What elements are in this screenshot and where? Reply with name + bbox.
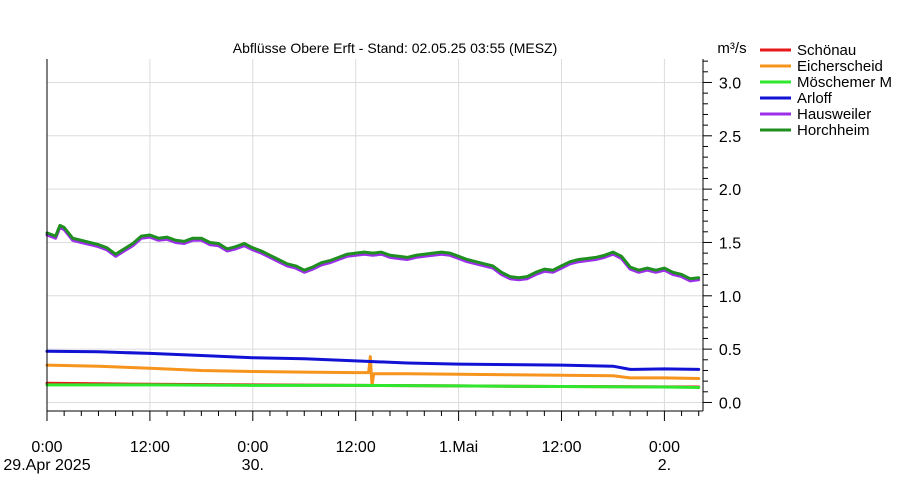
x-tick-label: 0:00 [31, 439, 62, 456]
x-tick-label: 12:00 [336, 439, 376, 456]
series-lines [45, 223, 701, 389]
series-line-m-schemer-m [45, 383, 701, 389]
y-tick-label: 1.5 [719, 235, 741, 252]
x-tick-sublabel: 29.Apr 2025 [3, 457, 90, 474]
legend-label: Eicherscheid [797, 58, 883, 75]
y-tick-label: 3.0 [719, 75, 741, 92]
y-tick-label: 2.0 [719, 182, 741, 199]
grid [46, 59, 703, 411]
legend-label: Schönau [797, 42, 856, 59]
x-tick-sublabel: 30. [242, 457, 264, 474]
y-tick-label: 0.0 [719, 395, 741, 412]
x-tick-label: 12:00 [541, 439, 581, 456]
series-line-arloff [45, 349, 701, 371]
x-tick-sublabel: 2. [658, 457, 671, 474]
series-line-horchheim [45, 223, 701, 281]
x-tick-label: 0:00 [649, 439, 680, 456]
y-axis-unit-label: m³/s [717, 40, 746, 57]
chart-title: Abflüsse Obere Erft - Stand: 02.05.25 03… [233, 40, 558, 56]
legend-label: Möschemer M [797, 74, 892, 91]
series-line-hausweiler [45, 226, 701, 283]
x-tick-label: 1.Mai [439, 439, 478, 456]
x-tick-label: 0:00 [237, 439, 268, 456]
y-tick-label: 1.0 [719, 289, 741, 306]
legend-label: Arloff [797, 90, 833, 107]
legend-label: Horchheim [797, 122, 870, 139]
x-tick-label: 12:00 [130, 439, 170, 456]
y-tick-label: 0.5 [719, 342, 741, 359]
y-tick-label: 2.5 [719, 129, 741, 146]
legend-label: Hausweiler [797, 106, 871, 123]
